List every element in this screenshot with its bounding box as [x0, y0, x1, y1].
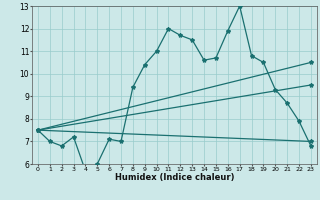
X-axis label: Humidex (Indice chaleur): Humidex (Indice chaleur)	[115, 173, 234, 182]
